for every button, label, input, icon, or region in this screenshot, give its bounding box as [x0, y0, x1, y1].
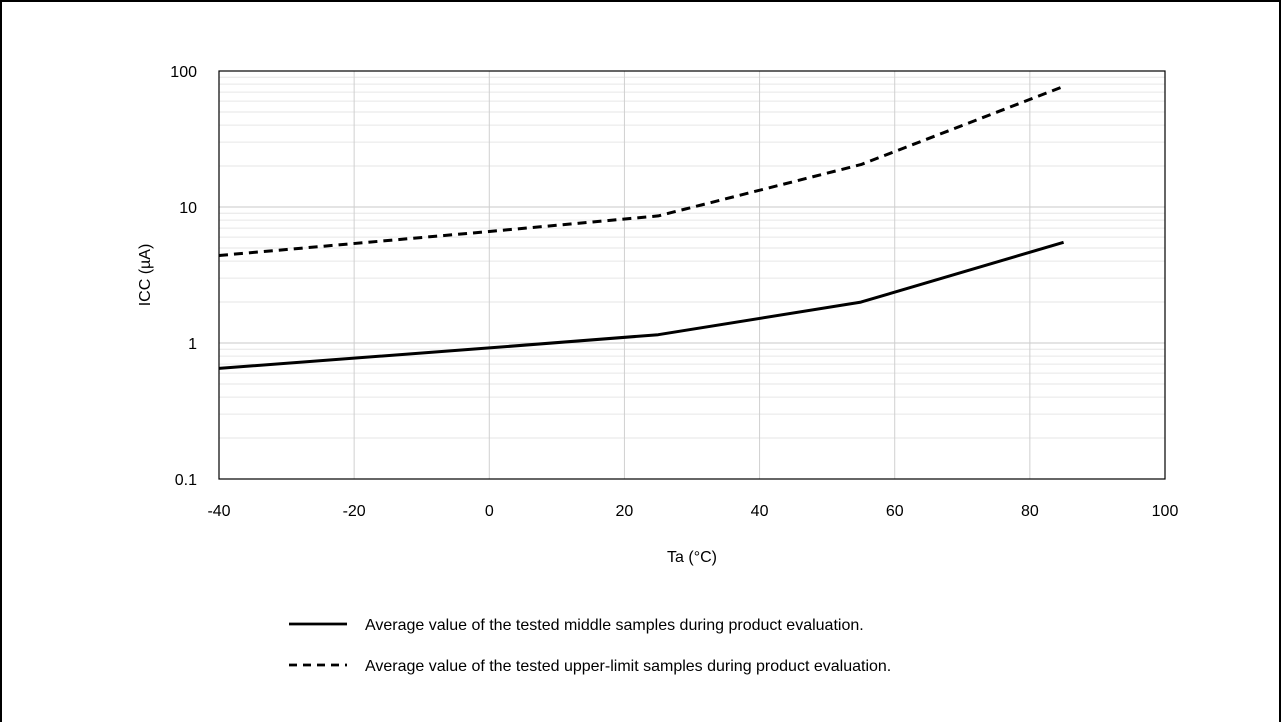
x-tick-label: 20 [616, 503, 634, 520]
x-tick-label: -40 [207, 503, 230, 520]
x-tick-label: 60 [886, 503, 904, 520]
legend-label-upper-limit: Average value of the tested upper-limit … [365, 658, 891, 675]
y-tick-label: 100 [170, 64, 197, 81]
legend: Average value of the tested middle sampl… [289, 617, 891, 675]
x-tick-label: 40 [751, 503, 769, 520]
plot-area [218, 70, 1166, 480]
y-tick-label: 10 [179, 200, 197, 217]
series-group [218, 85, 1065, 370]
series-line-middle [218, 240, 1065, 370]
x-tick-label: 80 [1021, 503, 1039, 520]
x-tick-label: 0 [485, 503, 494, 520]
y-tick-label: 1 [188, 336, 197, 353]
tick-labels: -40 -20 0 20 40 60 80 100 0.1 1 10 100 [170, 64, 1178, 520]
grid [218, 70, 1166, 480]
x-axis-label: Ta (°C) [667, 549, 717, 566]
x-tick-label: 100 [1152, 503, 1179, 520]
y-axis-label: ICC (µA) [137, 244, 154, 307]
series-line-upper-limit [218, 85, 1065, 257]
y-tick-label: 0.1 [175, 472, 197, 489]
legend-label-middle: Average value of the tested middle sampl… [365, 617, 864, 634]
x-tick-label: -20 [343, 503, 366, 520]
